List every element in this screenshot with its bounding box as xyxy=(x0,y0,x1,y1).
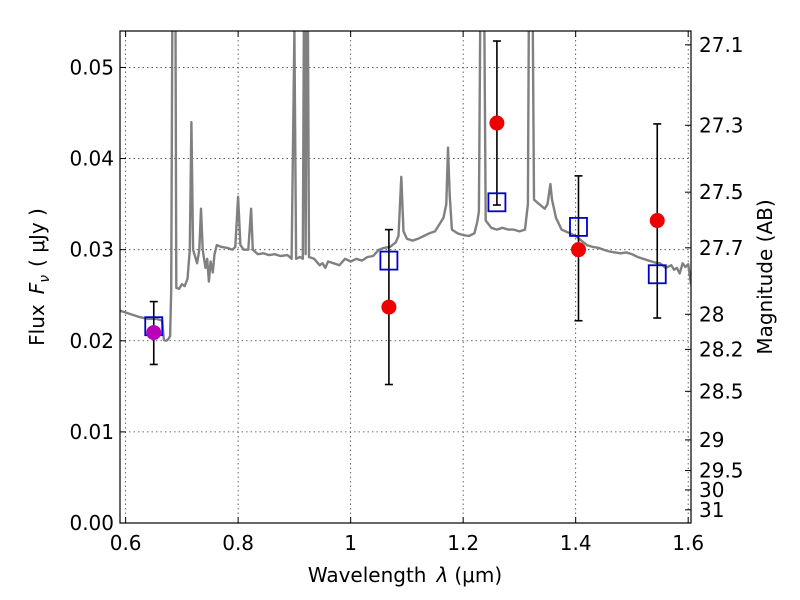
y-tick-label: 0.02 xyxy=(69,329,114,353)
observed-flux-point xyxy=(649,213,665,229)
y-tick-label: 0.04 xyxy=(69,147,114,171)
x-tick-label: 1.2 xyxy=(447,531,479,555)
y-tick-label: 0.01 xyxy=(69,420,114,444)
x-tick-label: 0.8 xyxy=(222,531,254,555)
axis-ticks xyxy=(120,31,691,524)
y-tick-label: 0.00 xyxy=(69,511,114,535)
grid xyxy=(120,31,691,523)
y2-axis-label: Magnitude (AB) xyxy=(753,199,777,354)
model-photometry-box xyxy=(487,192,507,213)
plot-frame xyxy=(119,30,692,524)
y2-tick-label: 31 xyxy=(699,498,724,522)
y-axis-label-subscript: ν xyxy=(37,275,53,283)
y2-tick-label: 28.5 xyxy=(699,379,744,403)
x-tick-label: 1.6 xyxy=(672,531,704,555)
y2-tick-label: 29.5 xyxy=(699,459,744,483)
model-photometry-box xyxy=(647,264,667,285)
tick-labels: 0.6 0.8 1 1.2 1.4 1.6 0.00 0.01 0.02 0.03 0.04 0.05… xyxy=(69,33,743,555)
model-photometry-box xyxy=(379,250,399,271)
observed-flux-point xyxy=(570,242,586,258)
observed-flux-point xyxy=(146,325,162,341)
x-tick-label: 1 xyxy=(344,531,357,555)
y-axis-label: Flux Fν ( μJy ) xyxy=(25,208,53,346)
x-axis-label-unit: (μm) xyxy=(454,563,502,587)
photometry-layer xyxy=(144,40,667,386)
model-photometry-box xyxy=(569,216,588,237)
x-axis-label: Wavelength λ (μm) xyxy=(308,563,502,587)
y2-tick-label: 27.1 xyxy=(699,33,744,57)
y2-tick-label: 27.3 xyxy=(699,113,744,137)
y-axis-label-symbol: F xyxy=(25,282,49,294)
y-tick-label: 0.05 xyxy=(69,55,114,79)
y2-tick-label: 28.2 xyxy=(699,337,744,361)
y2-tick-label: 29 xyxy=(699,428,724,452)
y-tick-label: 0.03 xyxy=(69,238,114,262)
y-axis-label-unit: ( μJy ) xyxy=(25,208,49,267)
observed-flux-point xyxy=(489,115,505,131)
x-axis-label-text: Wavelength xyxy=(308,563,427,587)
spectrum-layer xyxy=(120,31,691,342)
y2-tick-label: 27.5 xyxy=(699,180,744,204)
x-axis-label-symbol: λ xyxy=(436,563,449,587)
model-spectrum-line xyxy=(120,31,691,342)
y2-tick-label: 27.7 xyxy=(699,236,744,260)
observed-flux-point xyxy=(381,299,397,315)
y2-tick-label: 28 xyxy=(699,302,724,326)
y2-tick-label: 30 xyxy=(699,478,724,502)
y-axis-label-text: Flux xyxy=(25,304,49,346)
x-tick-label: 1.4 xyxy=(560,531,592,555)
x-tick-label: 0.6 xyxy=(110,531,142,555)
